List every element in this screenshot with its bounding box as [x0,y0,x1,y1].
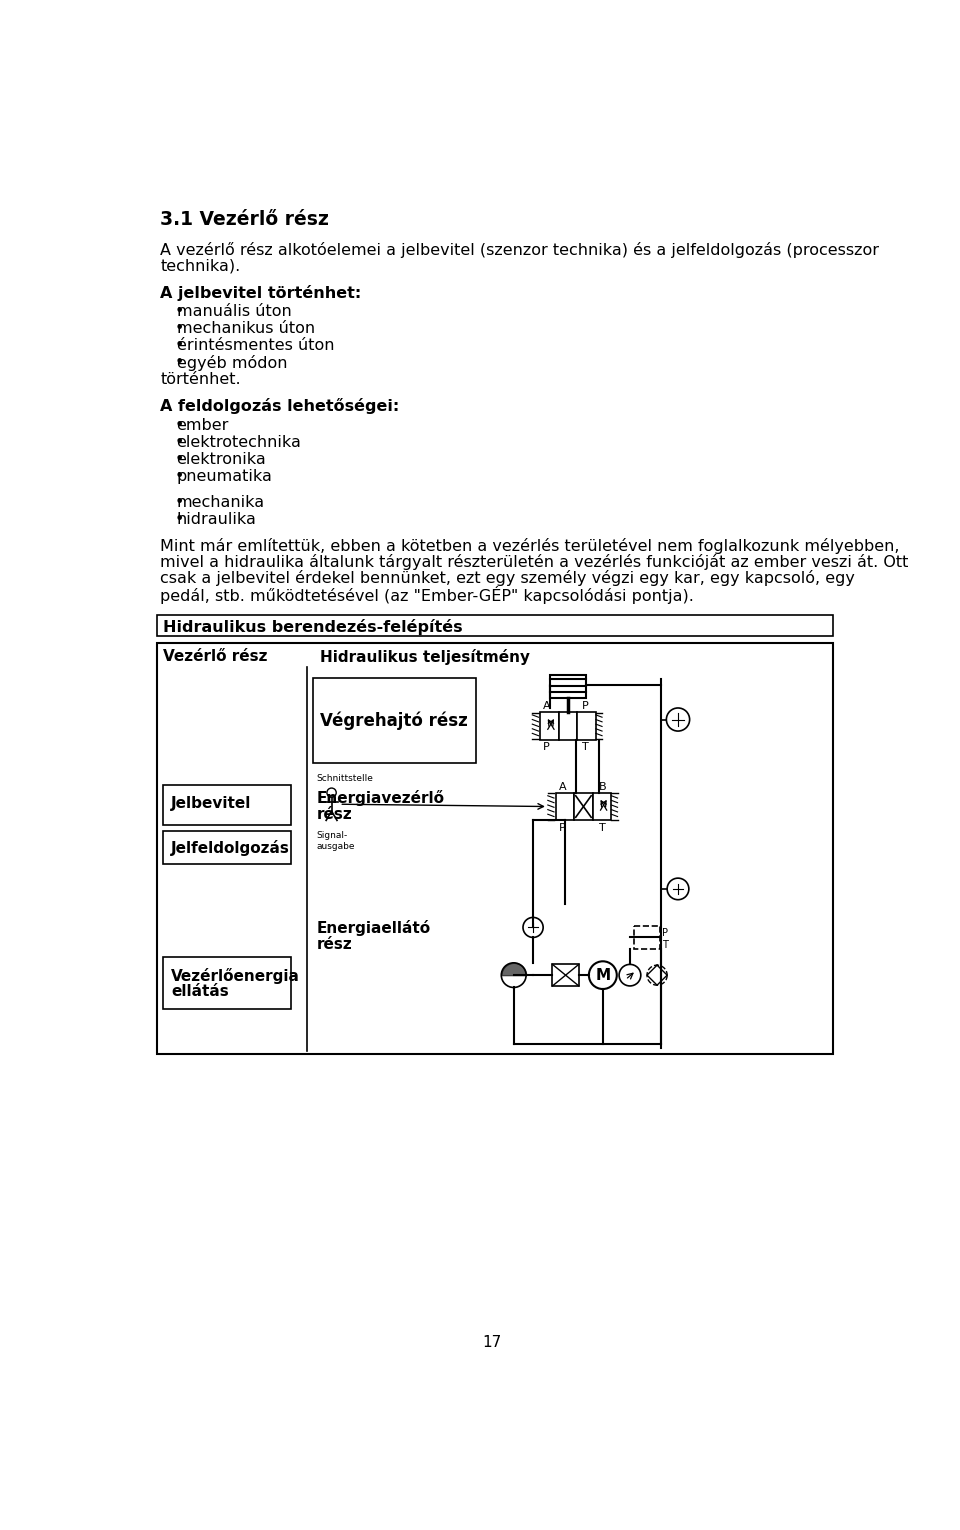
Text: P: P [582,701,588,711]
Text: elektrotechnika: elektrotechnika [177,435,301,450]
Text: Hidraulikus teljesítmény: Hidraulikus teljesítmény [320,649,530,664]
Text: Signal-
ausgabe: Signal- ausgabe [316,831,354,851]
Text: A feldolgozás lehetőségei:: A feldolgozás lehetőségei: [160,398,399,415]
Text: M: M [595,967,611,982]
Text: 3.1 Vezérlő rész: 3.1 Vezérlő rész [160,210,329,230]
Text: hidraulika: hidraulika [177,511,256,526]
Text: A: A [543,701,551,711]
Text: •: • [175,451,183,467]
Text: •: • [175,304,183,320]
Text: •: • [175,494,183,509]
Bar [163,785,291,825]
Bar [592,793,612,820]
Circle shape [501,962,526,987]
Circle shape [666,708,689,731]
Text: •: • [175,355,183,370]
Bar [559,711,577,739]
Text: T: T [599,823,606,832]
Text: •: • [175,435,183,450]
Text: •: • [175,338,183,353]
Circle shape [619,964,641,985]
Text: T: T [661,939,667,950]
Bar [574,793,592,820]
Circle shape [588,961,616,988]
Bar [157,643,833,1054]
Text: A vezérlő rész alkotóelemei a jelbevitel (szenzor technika) és a jelfeldolgozás : A vezérlő rész alkotóelemei a jelbevitel… [160,242,879,259]
Circle shape [667,878,689,900]
Bar [577,711,596,739]
Text: Energiavezérlő: Energiavezérlő [317,791,444,806]
Text: mechanika: mechanika [177,494,265,509]
Text: rész: rész [317,808,352,822]
Text: Végrehajtó rész: Végrehajtó rész [321,711,468,730]
Text: pneumatika: pneumatika [177,468,273,483]
Text: technika).: technika). [160,259,241,274]
Bar [556,793,574,820]
Text: P: P [661,929,668,938]
Text: •: • [175,468,183,483]
Text: T: T [582,742,588,751]
Bar [157,615,833,636]
Circle shape [523,918,543,938]
Text: Schnittstelle: Schnittstelle [316,774,372,783]
Text: Vezérlő rész: Vezérlő rész [163,649,268,664]
Text: A: A [559,782,566,793]
Text: P: P [543,742,550,751]
Bar [313,678,476,762]
Text: Jelfeldolgozás: Jelfeldolgozás [171,840,290,857]
Bar [552,964,579,985]
Bar [634,926,660,949]
Text: Hidraulikus berendezés-felépítés: Hidraulikus berendezés-felépítés [162,618,463,635]
Text: •: • [175,418,183,433]
Text: csak a jelbevitel érdekel bennünket, ezt egy személy végzi egy kar, egy kapcsoló: csak a jelbevitel érdekel bennünket, ezt… [160,571,855,586]
Text: érintésmentes úton: érintésmentes úton [177,338,334,353]
Bar [163,831,291,863]
Text: mechanikus úton: mechanikus úton [177,321,315,337]
Text: •: • [175,511,183,526]
Text: A jelbevitel történhet:: A jelbevitel történhet: [160,285,362,301]
Text: történhet.: történhet. [160,372,241,387]
Text: ellátás: ellátás [171,984,228,999]
Text: egyéb módon: egyéb módon [177,355,287,372]
Text: mivel a hidraulika általunk tárgyalt részterületén a vezérlés funkcióját az embe: mivel a hidraulika általunk tárgyalt rés… [160,554,909,571]
Text: B: B [599,782,607,793]
Text: Mint már említettük, ebben a kötetben a vezérlés területével nem foglalkozunk mé: Mint már említettük, ebben a kötetben a … [160,539,900,554]
Circle shape [327,788,336,797]
Text: P: P [559,823,565,832]
Bar [540,711,559,739]
Text: rész: rész [317,936,352,952]
Text: ember: ember [177,418,228,433]
Bar [163,956,291,1010]
Text: 17: 17 [482,1334,502,1349]
Text: manuális úton: manuális úton [177,304,291,320]
Text: Energiaellátó: Energiaellátó [317,920,431,936]
Text: Jelbevitel: Jelbevitel [171,796,252,811]
Bar [550,675,586,698]
Text: •: • [175,321,183,337]
Text: elektronika: elektronika [177,451,266,467]
Text: pedál, stb. működtetésével (az "Ember-GÉP" kapcsolódási pontja).: pedál, stb. működtetésével (az "Ember-GÉ… [160,586,694,604]
Text: Vezérlőenergia: Vezérlőenergia [171,968,300,984]
